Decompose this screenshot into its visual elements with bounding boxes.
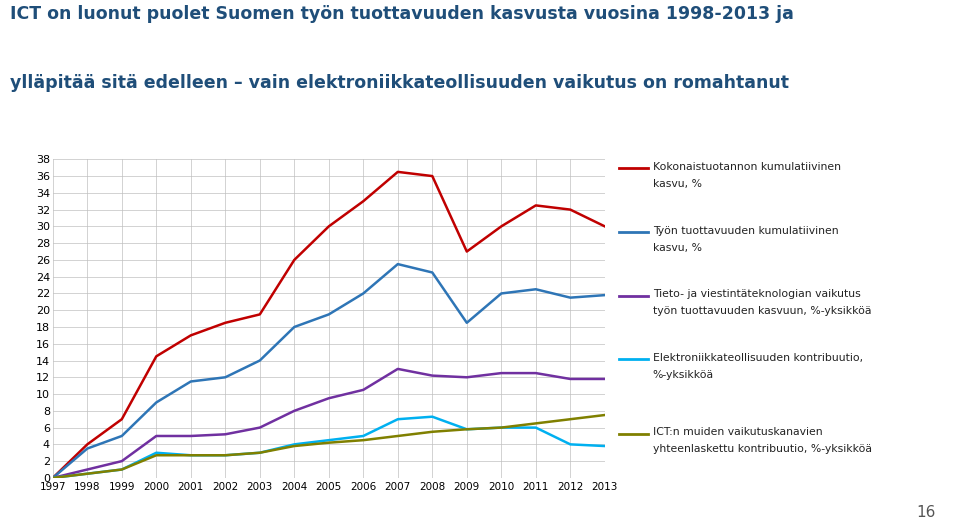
Text: Kokonaistuotannon kumulatiivinen: Kokonaistuotannon kumulatiivinen	[653, 162, 841, 172]
Text: kasvu, %: kasvu, %	[653, 243, 702, 253]
Text: työn tuottavuuden kasvuun, %-yksikköä: työn tuottavuuden kasvuun, %-yksikköä	[653, 306, 872, 316]
Text: yhteenlaskettu kontribuutio, %-yksikköä: yhteenlaskettu kontribuutio, %-yksikköä	[653, 444, 872, 455]
Text: Tieto- ja viestintäteknologian vaikutus: Tieto- ja viestintäteknologian vaikutus	[653, 289, 860, 299]
Text: Työn tuottavuuden kumulatiivinen: Työn tuottavuuden kumulatiivinen	[653, 226, 838, 236]
Text: ICT on luonut puolet Suomen työn tuottavuuden kasvusta vuosina 1998-2013 ja: ICT on luonut puolet Suomen työn tuottav…	[10, 5, 794, 23]
Text: 16: 16	[917, 506, 936, 520]
Text: ICT:n muiden vaikutuskanavien: ICT:n muiden vaikutuskanavien	[653, 427, 823, 438]
Text: %-yksikköä: %-yksikköä	[653, 370, 714, 380]
Text: kasvu, %: kasvu, %	[653, 179, 702, 189]
Text: Elektroniikkateollisuuden kontribuutio,: Elektroniikkateollisuuden kontribuutio,	[653, 353, 863, 363]
Text: ylläpitää sitä edelleen – vain elektroniikkateollisuuden vaikutus on romahtanut: ylläpitää sitä edelleen – vain elektroni…	[10, 74, 788, 92]
